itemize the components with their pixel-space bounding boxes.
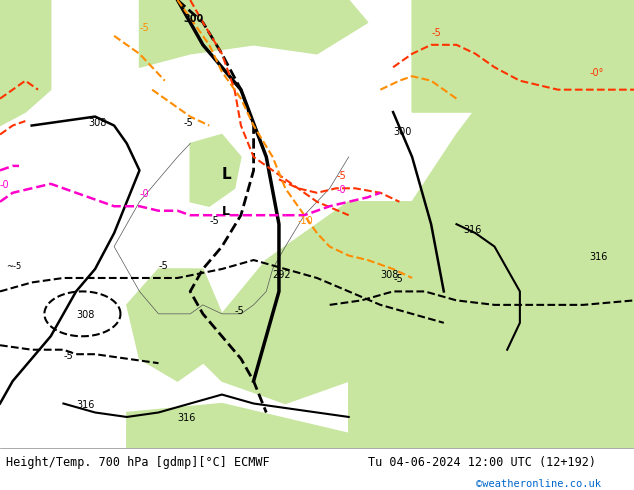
- Text: -0°: -0°: [590, 68, 604, 78]
- Text: -5: -5: [184, 118, 193, 127]
- Text: -5: -5: [393, 274, 403, 285]
- Text: -5: -5: [139, 24, 149, 33]
- Text: ©weatheronline.co.uk: ©weatheronline.co.uk: [476, 479, 600, 489]
- Text: L: L: [222, 168, 231, 182]
- Text: -0: -0: [0, 180, 10, 190]
- Polygon shape: [0, 0, 51, 125]
- Text: Tu 04-06-2024 12:00 UTC (12+192): Tu 04-06-2024 12:00 UTC (12+192): [368, 456, 596, 469]
- Text: Height/Temp. 700 hPa [gdmp][°C] ECMWF: Height/Temp. 700 hPa [gdmp][°C] ECMWF: [6, 456, 270, 469]
- Text: -5: -5: [63, 351, 73, 361]
- Text: -5: -5: [235, 306, 244, 316]
- Text: 316: 316: [590, 252, 608, 262]
- Text: 308: 308: [89, 118, 107, 127]
- Text: -5: -5: [158, 261, 168, 271]
- Polygon shape: [127, 269, 222, 381]
- Text: L: L: [222, 205, 230, 218]
- Text: 316: 316: [178, 414, 196, 423]
- Text: 292: 292: [273, 270, 291, 280]
- Text: -10: -10: [298, 216, 314, 226]
- Polygon shape: [349, 0, 634, 448]
- Text: 316: 316: [76, 400, 94, 410]
- Text: -5: -5: [431, 28, 441, 38]
- Polygon shape: [139, 0, 368, 67]
- Polygon shape: [190, 202, 412, 404]
- Text: 316: 316: [463, 225, 481, 235]
- Text: -5: -5: [336, 172, 346, 181]
- Text: 308: 308: [380, 270, 399, 280]
- Text: ~-5: ~-5: [6, 262, 22, 271]
- Text: 308: 308: [76, 310, 94, 320]
- Text: 6: 6: [241, 0, 247, 2]
- Polygon shape: [273, 246, 304, 323]
- Text: 300: 300: [393, 126, 411, 137]
- Polygon shape: [127, 404, 412, 448]
- Polygon shape: [190, 135, 241, 206]
- Text: -0: -0: [139, 189, 149, 199]
- Polygon shape: [412, 0, 539, 112]
- Text: -5: -5: [209, 216, 219, 226]
- Text: -0: -0: [336, 185, 346, 195]
- Text: 300: 300: [184, 14, 204, 24]
